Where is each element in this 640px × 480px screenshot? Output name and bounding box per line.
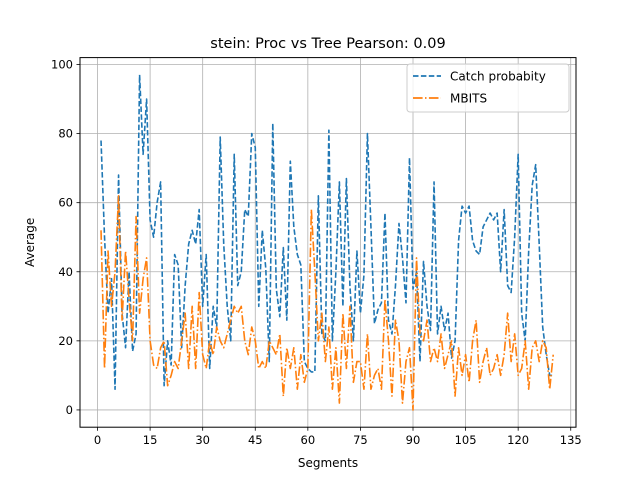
y-tick-label: 20: [58, 334, 73, 348]
x-tick-label: 90: [406, 433, 421, 447]
x-tick-label: 60: [301, 433, 316, 447]
axis-ticks: 0 15 30 45 60 75 90 105 120 135 0 20 40 60 80 100: [51, 58, 582, 448]
x-tick-label: 105: [455, 433, 477, 447]
legend-box: [406, 63, 570, 113]
y-tick-label: 100: [51, 58, 73, 72]
y-tick-label: 40: [58, 265, 73, 279]
y-tick-label: 60: [58, 196, 73, 210]
x-tick-label: 45: [248, 433, 263, 447]
x-tick-label: 30: [195, 433, 210, 447]
x-axis-label: Segments: [298, 456, 358, 470]
chart-title: stein: Proc vs Tree Pearson: 0.09: [210, 36, 445, 52]
x-tick-label: 0: [94, 433, 101, 447]
legend-label-mbits: MBITS: [450, 92, 487, 106]
series-line-1: [100, 194, 555, 411]
legend-label-catch: Catch probabity: [450, 70, 546, 84]
y-axis-label: Average: [23, 218, 37, 267]
series-lines: [100, 74, 555, 411]
x-tick-label: 120: [507, 433, 529, 447]
x-tick-label: 15: [143, 433, 158, 447]
legend: Catch probabity MBITS: [406, 63, 570, 113]
plot-frame: [79, 57, 577, 428]
x-tick-label: 75: [353, 433, 368, 447]
series-line-0: [100, 74, 554, 391]
y-tick-label: 0: [66, 403, 73, 417]
x-tick-label: 135: [560, 433, 582, 447]
y-tick-label: 80: [58, 127, 73, 141]
